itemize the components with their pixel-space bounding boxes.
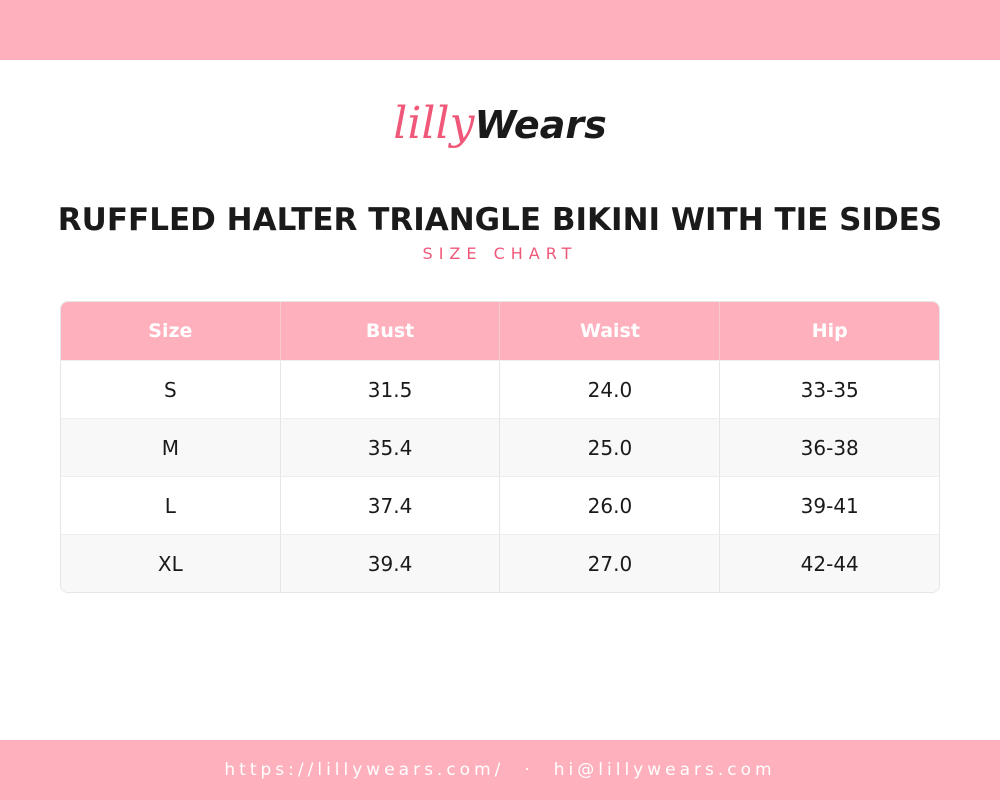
table-body: S 31.5 24.0 33-35 M 35.4 25.0 36-38 L 37.4 26.0 39-…: [61, 360, 939, 592]
title: RUFFLED HALTER TRIANGLE BIKINI WITH TIE …: [57, 202, 943, 238]
header-row: Size Bust Waist Hip: [61, 302, 939, 360]
table-cell: 27.0: [499, 534, 720, 592]
column-header: Bust: [279, 302, 500, 360]
email[interactable]: hi@lillywears.com: [553, 760, 776, 780]
table-row: M 35.4 25.0 36-38: [61, 418, 939, 476]
website[interactable]: https://lillywears.com/: [224, 760, 505, 780]
logo: lillyWears: [0, 98, 1000, 149]
logo-brand: Wears: [474, 103, 607, 147]
table-cell: 31.5: [279, 360, 500, 418]
table-cell: 39.4: [279, 534, 500, 592]
table-cell: 33-35: [719, 360, 939, 418]
table-cell: 39-41: [719, 476, 939, 534]
separator: ·: [524, 760, 534, 780]
table-cell: 42-44: [719, 534, 939, 592]
table-cell: 36-38: [719, 418, 939, 476]
table-row: S 31.5 24.0 33-35: [61, 360, 939, 418]
footer: https://lillywears.com/ · hi@lillywears.…: [0, 740, 1000, 800]
table-cell: XL: [61, 534, 280, 592]
column-header: Hip: [719, 302, 939, 360]
table-cell: 24.0: [499, 360, 720, 418]
column-header: Size: [61, 302, 280, 360]
table-row: XL 39.4 27.0 42-44: [61, 534, 939, 592]
top-band: [0, 0, 1000, 60]
table-cell: 35.4: [279, 418, 500, 476]
table-row: L 37.4 26.0 39-41: [61, 476, 939, 534]
column-header: Waist: [499, 302, 720, 360]
table-cell: S: [61, 360, 280, 418]
table-cell: 37.4: [279, 476, 500, 534]
table-cell: 25.0: [499, 418, 720, 476]
size-table: Size Bust Waist Hip S 31.5 24.0 33-35 M 35.4 25.0 3…: [60, 301, 940, 593]
table-cell: M: [61, 418, 280, 476]
table-cell: 26.0: [499, 476, 720, 534]
table-cell: L: [61, 476, 280, 534]
subtitle: SIZE CHART: [422, 244, 578, 263]
logo-script: lilly: [393, 98, 475, 149]
